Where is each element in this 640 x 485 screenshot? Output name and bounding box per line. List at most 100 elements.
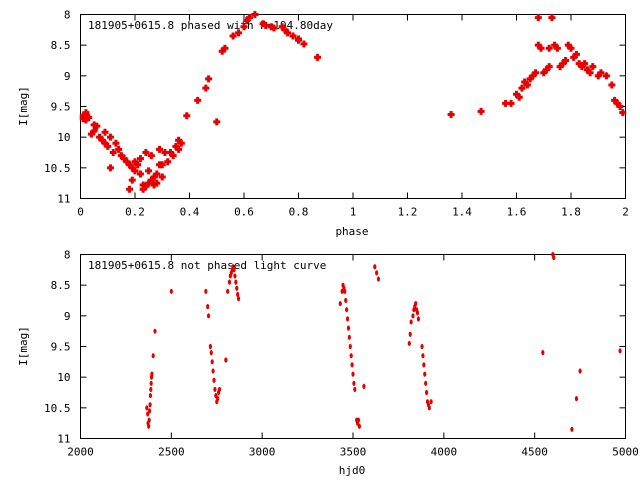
data-point bbox=[526, 75, 534, 83]
data-point bbox=[175, 136, 183, 144]
data-point bbox=[224, 357, 228, 363]
data-point bbox=[578, 368, 582, 374]
y-tick-label: 9 bbox=[64, 310, 71, 323]
data-point bbox=[156, 145, 164, 153]
data-point bbox=[429, 399, 433, 405]
data-point bbox=[82, 109, 90, 117]
data-point bbox=[229, 32, 237, 40]
x-axis-label: phase bbox=[335, 225, 368, 238]
x-tick-label: 2 bbox=[622, 206, 629, 219]
data-point bbox=[145, 167, 153, 175]
data-point bbox=[236, 296, 241, 302]
y-tick-label: 9 bbox=[64, 70, 71, 83]
data-point bbox=[147, 176, 155, 184]
data-point bbox=[243, 17, 251, 25]
data-point bbox=[375, 270, 379, 276]
data-point bbox=[548, 14, 556, 22]
data-point bbox=[356, 417, 361, 423]
data-point bbox=[211, 368, 215, 374]
data-point bbox=[281, 26, 289, 34]
data-point bbox=[183, 112, 191, 120]
data-point bbox=[348, 343, 352, 350]
y-tick-label: 8 bbox=[64, 249, 71, 262]
data-point bbox=[202, 84, 210, 92]
data-point bbox=[161, 149, 169, 156]
x-tick-label: 1.2 bbox=[398, 206, 418, 219]
data-point bbox=[423, 371, 427, 377]
data-point bbox=[521, 78, 529, 86]
data-point bbox=[148, 392, 153, 399]
data-point bbox=[217, 386, 222, 393]
phased-light-curve-panel: 181905+0615.8 phased with P=194.80day ph… bbox=[17, 9, 629, 239]
data-point bbox=[357, 423, 361, 429]
data-point bbox=[112, 139, 120, 147]
plot-frame bbox=[80, 254, 626, 439]
data-point bbox=[82, 116, 90, 124]
data-point bbox=[583, 66, 591, 74]
data-point bbox=[314, 53, 322, 61]
data-point bbox=[233, 273, 237, 279]
data-point bbox=[226, 288, 230, 294]
data-point bbox=[210, 359, 214, 365]
data-point bbox=[204, 288, 208, 294]
data-point bbox=[534, 41, 542, 49]
data-point bbox=[164, 158, 172, 166]
data-point bbox=[206, 313, 211, 319]
data-point bbox=[236, 291, 240, 297]
data-point bbox=[352, 380, 356, 386]
data-point bbox=[523, 81, 531, 89]
data-point bbox=[545, 44, 553, 52]
data-point bbox=[117, 152, 125, 160]
data-point bbox=[409, 319, 413, 325]
data-point bbox=[540, 69, 548, 77]
data-point bbox=[106, 164, 114, 172]
x-tick-label: 1.4 bbox=[452, 206, 472, 219]
data-point bbox=[344, 297, 348, 304]
data-point bbox=[353, 386, 357, 393]
x-tick-label: 1 bbox=[350, 206, 357, 219]
data-point bbox=[259, 20, 267, 28]
data-point bbox=[150, 181, 158, 189]
data-point bbox=[251, 11, 259, 18]
data-point bbox=[218, 47, 226, 55]
data-point bbox=[542, 66, 550, 74]
data-point bbox=[136, 155, 144, 163]
data-point bbox=[351, 371, 355, 377]
data-point bbox=[551, 41, 559, 49]
data-point bbox=[427, 405, 431, 411]
data-point bbox=[109, 149, 117, 156]
data-point bbox=[128, 176, 136, 184]
data-point bbox=[227, 279, 232, 285]
data-point bbox=[562, 57, 570, 64]
data-point bbox=[541, 350, 545, 356]
data-point bbox=[158, 173, 166, 181]
data-point bbox=[123, 158, 131, 166]
data-point bbox=[93, 122, 101, 130]
data-point bbox=[362, 383, 366, 389]
data-point bbox=[213, 386, 217, 393]
data-point bbox=[90, 127, 98, 135]
data-point bbox=[235, 285, 239, 291]
data-point bbox=[447, 110, 455, 118]
data-point bbox=[96, 133, 104, 141]
data-point bbox=[172, 142, 180, 150]
data-point bbox=[206, 304, 210, 310]
data-point bbox=[131, 158, 139, 166]
x-tick-label: 0.6 bbox=[234, 206, 254, 219]
x-tick-label: 0.2 bbox=[125, 206, 145, 219]
data-point bbox=[345, 316, 350, 322]
x-tick-label: 1.8 bbox=[561, 206, 581, 219]
data-point bbox=[602, 72, 610, 80]
data-point bbox=[513, 90, 520, 98]
x-tick-label: 4000 bbox=[431, 446, 458, 459]
x-tick-label: 0 bbox=[77, 206, 84, 219]
data-point bbox=[240, 23, 248, 31]
data-point bbox=[608, 81, 616, 89]
axis-ticks: 0 0.2 0.4 0.6 0.8 1 1.2 1.4 1.6 1.8 2 8 8.5 9 9.5 10 10.… bbox=[44, 9, 629, 219]
y-tick-label: 10.5 bbox=[44, 162, 71, 175]
data-point bbox=[149, 386, 153, 393]
data-point bbox=[101, 139, 109, 147]
data-point bbox=[142, 182, 150, 190]
data-point bbox=[618, 348, 622, 354]
